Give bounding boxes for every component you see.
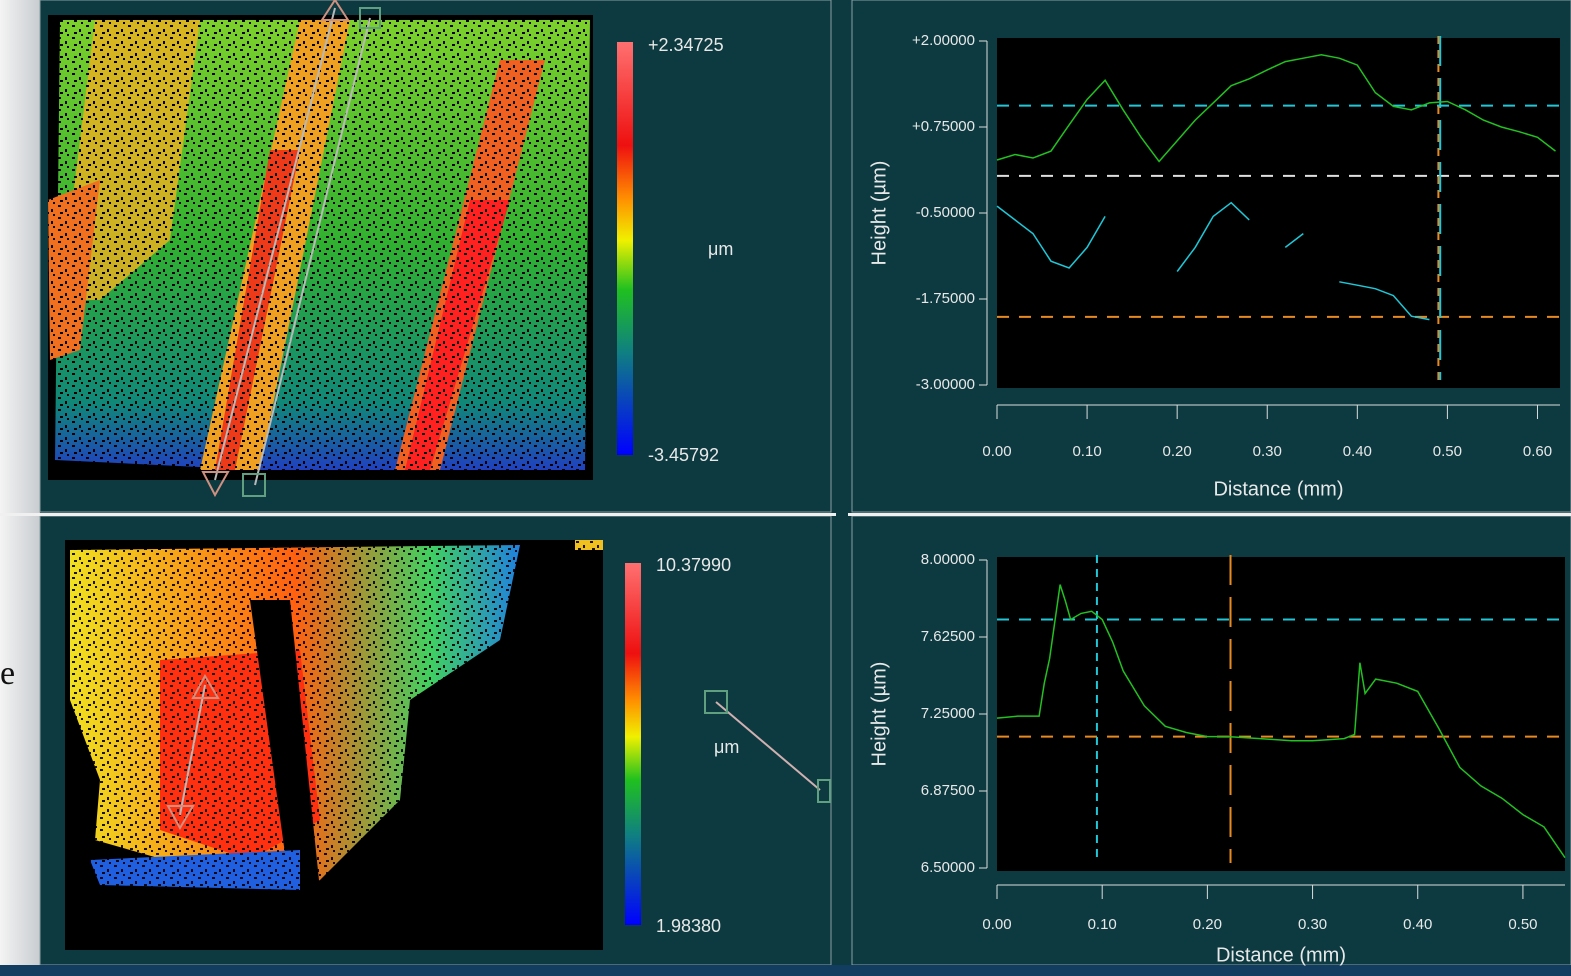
plot-area [997, 557, 1565, 871]
separator [836, 0, 848, 965]
profile-line [996, 584, 1566, 859]
color-max: +2.34725 [648, 35, 724, 55]
y-tick-label: 8.00000 [921, 551, 975, 568]
x-tick-label: 0.30 [1253, 443, 1282, 460]
x-tick-label: 0.60 [1523, 443, 1552, 460]
margin-text: e [0, 655, 15, 692]
x-tick-label: 0.50 [1508, 916, 1537, 933]
x-axis-label: Distance (mm) [1213, 478, 1343, 500]
color-unit: μm [708, 239, 733, 259]
x-tick-label: 0.00 [982, 443, 1011, 460]
y-tick-label: 6.50000 [921, 859, 975, 876]
y-tick-label: -3.00000 [916, 376, 975, 393]
color-min: 1.98380 [656, 916, 721, 936]
x-tick-label: 0.40 [1403, 916, 1432, 933]
y-tick-label: -0.50000 [916, 204, 975, 221]
y-tick-label: +0.75000 [912, 118, 975, 135]
y-tick-label: -1.75000 [916, 290, 975, 307]
y-tick-label: +2.00000 [912, 32, 975, 49]
profile-tool [166, 673, 831, 831]
profile-tool [201, 0, 381, 498]
color-unit: μm [714, 737, 739, 757]
x-tick-label: 0.00 [982, 916, 1011, 933]
color-max: 10.37990 [656, 555, 731, 575]
color-bar [625, 563, 641, 925]
x-tick-label: 0.20 [1193, 916, 1222, 933]
height-map [65, 540, 603, 950]
x-tick-label: 0.10 [1072, 443, 1101, 460]
profile-line [996, 201, 1430, 321]
y-tick-label: 7.25000 [921, 705, 975, 722]
x-tick-label: 0.30 [1298, 916, 1327, 933]
x-tick-label: 0.10 [1088, 916, 1117, 933]
x-axis-label: Distance (mm) [1216, 944, 1346, 966]
y-axis-label: Height (µm) [868, 662, 890, 767]
y-tick-label: 7.62500 [921, 628, 975, 645]
height-map [48, 15, 593, 480]
plot-area [997, 38, 1560, 388]
color-min: -3.45792 [648, 445, 719, 465]
x-tick-label: 0.20 [1163, 443, 1192, 460]
x-tick-label: 0.40 [1343, 443, 1372, 460]
x-tick-label: 0.50 [1433, 443, 1462, 460]
y-tick-label: 6.87500 [921, 782, 975, 799]
y-axis-label: Height (µm) [868, 161, 890, 266]
separator [0, 513, 1571, 516]
left-margin [0, 0, 40, 965]
color-bar [617, 42, 633, 455]
bottom-bar [0, 965, 1571, 976]
profile-line [996, 54, 1556, 163]
